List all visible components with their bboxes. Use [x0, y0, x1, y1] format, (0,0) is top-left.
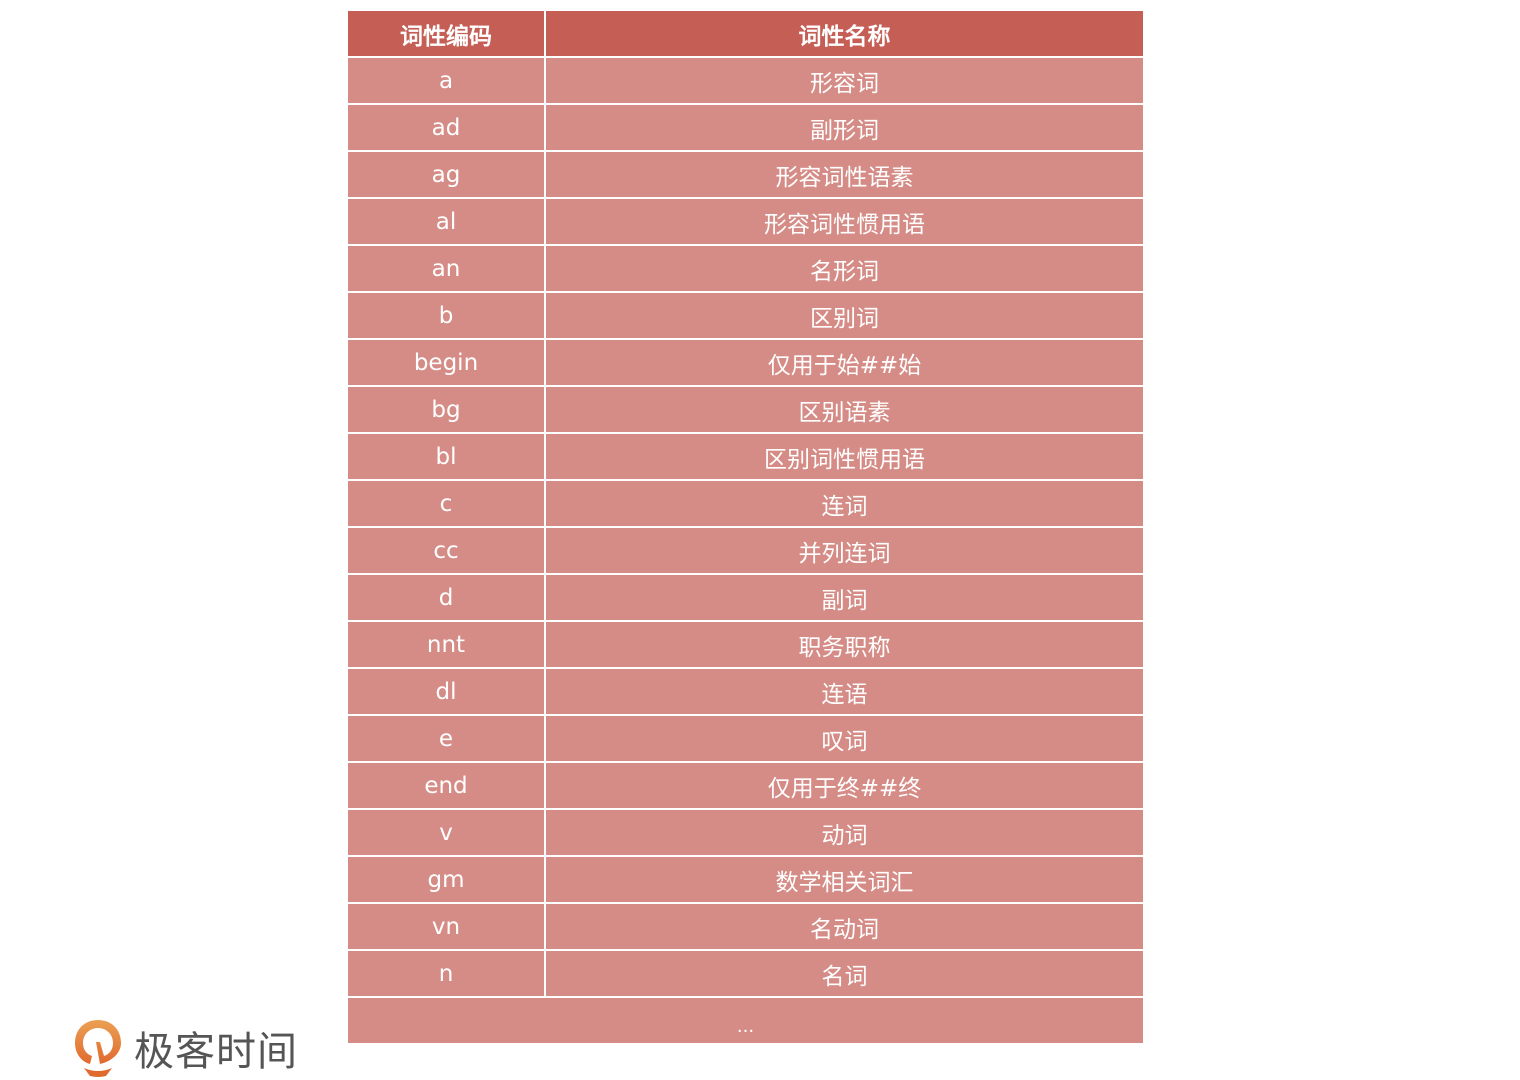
header-code: 词性编码 — [348, 11, 544, 56]
pos-code-cell: nnt — [348, 622, 544, 667]
pos-name-cell: 形容词性惯用语 — [546, 199, 1143, 244]
table-row: bg 区别语素 — [348, 387, 1143, 432]
table-row: nnt 职务职称 — [348, 622, 1143, 667]
table-row: ag 形容词性语素 — [348, 152, 1143, 197]
pos-name-cell: 叹词 — [546, 716, 1143, 761]
pos-name-cell: 形容词 — [546, 58, 1143, 103]
pos-name-cell: 数学相关词汇 — [546, 857, 1143, 902]
pos-tag-table: 词性编码 词性名称 a 形容词 ad 副形词 ag 形容词性语素 al 形容词性惯用语 an 名形… — [348, 11, 1143, 1043]
pos-name-cell: 职务职称 — [546, 622, 1143, 667]
ellipsis-row: ... — [348, 998, 1143, 1043]
header-name: 词性名称 — [546, 11, 1143, 56]
pos-name-cell: 区别词性惯用语 — [546, 434, 1143, 479]
pos-name-cell: 形容词性语素 — [546, 152, 1143, 197]
pos-code-cell: d — [348, 575, 544, 620]
pos-name-cell: 区别词 — [546, 293, 1143, 338]
pos-code-cell: ag — [348, 152, 544, 197]
table-row: vn 名动词 — [348, 904, 1143, 949]
table-row: cc 并列连词 — [348, 528, 1143, 573]
pos-code-cell: v — [348, 810, 544, 855]
pos-code-cell: vn — [348, 904, 544, 949]
pos-name-cell: 动词 — [546, 810, 1143, 855]
pos-name-cell: 连词 — [546, 481, 1143, 526]
pos-code-cell: bg — [348, 387, 544, 432]
table-row: dl 连语 — [348, 669, 1143, 714]
pos-code-cell: b — [348, 293, 544, 338]
pos-code-cell: c — [348, 481, 544, 526]
pos-name-cell: 副词 — [546, 575, 1143, 620]
pos-name-cell: 连语 — [546, 669, 1143, 714]
pos-code-cell: e — [348, 716, 544, 761]
pos-code-cell: gm — [348, 857, 544, 902]
table-row: d 副词 — [348, 575, 1143, 620]
table-row: c 连词 — [348, 481, 1143, 526]
geektime-logo: 极客时间 — [72, 1018, 298, 1078]
pos-name-cell: 仅用于始##始 — [546, 340, 1143, 385]
pos-code-cell: ad — [348, 105, 544, 150]
table-row: v 动词 — [348, 810, 1143, 855]
pos-code-cell: an — [348, 246, 544, 291]
table-row: gm 数学相关词汇 — [348, 857, 1143, 902]
table-row: an 名形词 — [348, 246, 1143, 291]
table-row: n 名词 — [348, 951, 1143, 996]
pos-code-cell: bl — [348, 434, 544, 479]
pos-name-cell: 名形词 — [546, 246, 1143, 291]
geektime-logo-icon — [75, 1020, 121, 1077]
table-row: b 区别词 — [348, 293, 1143, 338]
table-row: e 叹词 — [348, 716, 1143, 761]
pos-name-cell: 区别语素 — [546, 387, 1143, 432]
pos-code-cell: dl — [348, 669, 544, 714]
pos-name-cell: 名词 — [546, 951, 1143, 996]
table-row: ad 副形词 — [348, 105, 1143, 150]
table-row: al 形容词性惯用语 — [348, 199, 1143, 244]
pos-code-cell: al — [348, 199, 544, 244]
pos-code-cell: a — [348, 58, 544, 103]
table-row: a 形容词 — [348, 58, 1143, 103]
pos-code-cell: end — [348, 763, 544, 808]
table-row: end 仅用于终##终 — [348, 763, 1143, 808]
pos-code-cell: begin — [348, 340, 544, 385]
pos-name-cell: 名动词 — [546, 904, 1143, 949]
pos-name-cell: 并列连词 — [546, 528, 1143, 573]
table-row: bl 区别词性惯用语 — [348, 434, 1143, 479]
table-row: begin 仅用于始##始 — [348, 340, 1143, 385]
table-header-row: 词性编码 词性名称 — [348, 11, 1143, 56]
pos-name-cell: 副形词 — [546, 105, 1143, 150]
pos-code-cell: cc — [348, 528, 544, 573]
pos-code-cell: n — [348, 951, 544, 996]
pos-name-cell: 仅用于终##终 — [546, 763, 1143, 808]
logo-text: 极客时间 — [134, 1029, 298, 1075]
